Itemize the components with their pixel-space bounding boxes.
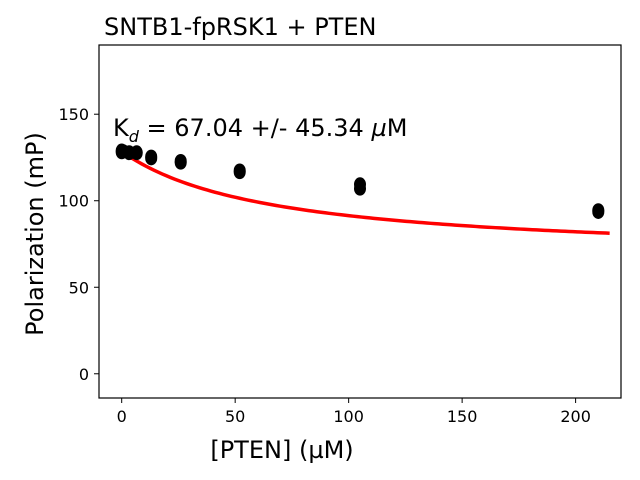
kd-annotation-subscript: d: [129, 127, 140, 146]
kd-annotation-value: = 67.04 +/- 45.34: [139, 114, 372, 142]
y-tick-label: 100: [58, 192, 89, 211]
data-points-layer: [115, 143, 605, 219]
kd-annotation: Kd = 67.04 +/- 45.34 µM: [113, 114, 407, 146]
kd-annotation-unit-mu: µ: [370, 114, 386, 142]
kd-annotation-unit-rest: M: [387, 114, 408, 142]
x-axis-label: [PTEN] (µM): [210, 436, 353, 464]
y-axis-ticks: 0 50 100 150: [58, 105, 99, 384]
y-tick-label: 150: [58, 105, 89, 124]
fit-curve-layer: [120, 149, 610, 235]
chart-title: SNTB1-fpRSK1 + PTEN: [104, 13, 376, 41]
data-point: [174, 155, 187, 170]
data-point: [145, 151, 158, 166]
data-point: [592, 204, 605, 219]
fit-curve: [120, 149, 610, 235]
x-tick-label: 200: [560, 407, 591, 426]
x-tick-label: 150: [447, 407, 478, 426]
plot-frame: [98, 44, 622, 399]
x-tick-label: 0: [117, 407, 127, 426]
data-point: [354, 181, 366, 196]
y-tick-label: 50: [69, 278, 89, 297]
x-axis-ticks: 0 50 100 150 200: [117, 398, 591, 426]
kd-annotation-prefix: K: [113, 114, 130, 142]
plot-area: [98, 44, 622, 399]
x-tick-label: 50: [225, 407, 245, 426]
y-tick-label: 0: [79, 365, 89, 384]
x-tick-label: 100: [333, 407, 364, 426]
y-axis-label: Polarization (mP): [21, 132, 49, 336]
data-point: [233, 165, 246, 180]
data-point: [130, 146, 143, 161]
